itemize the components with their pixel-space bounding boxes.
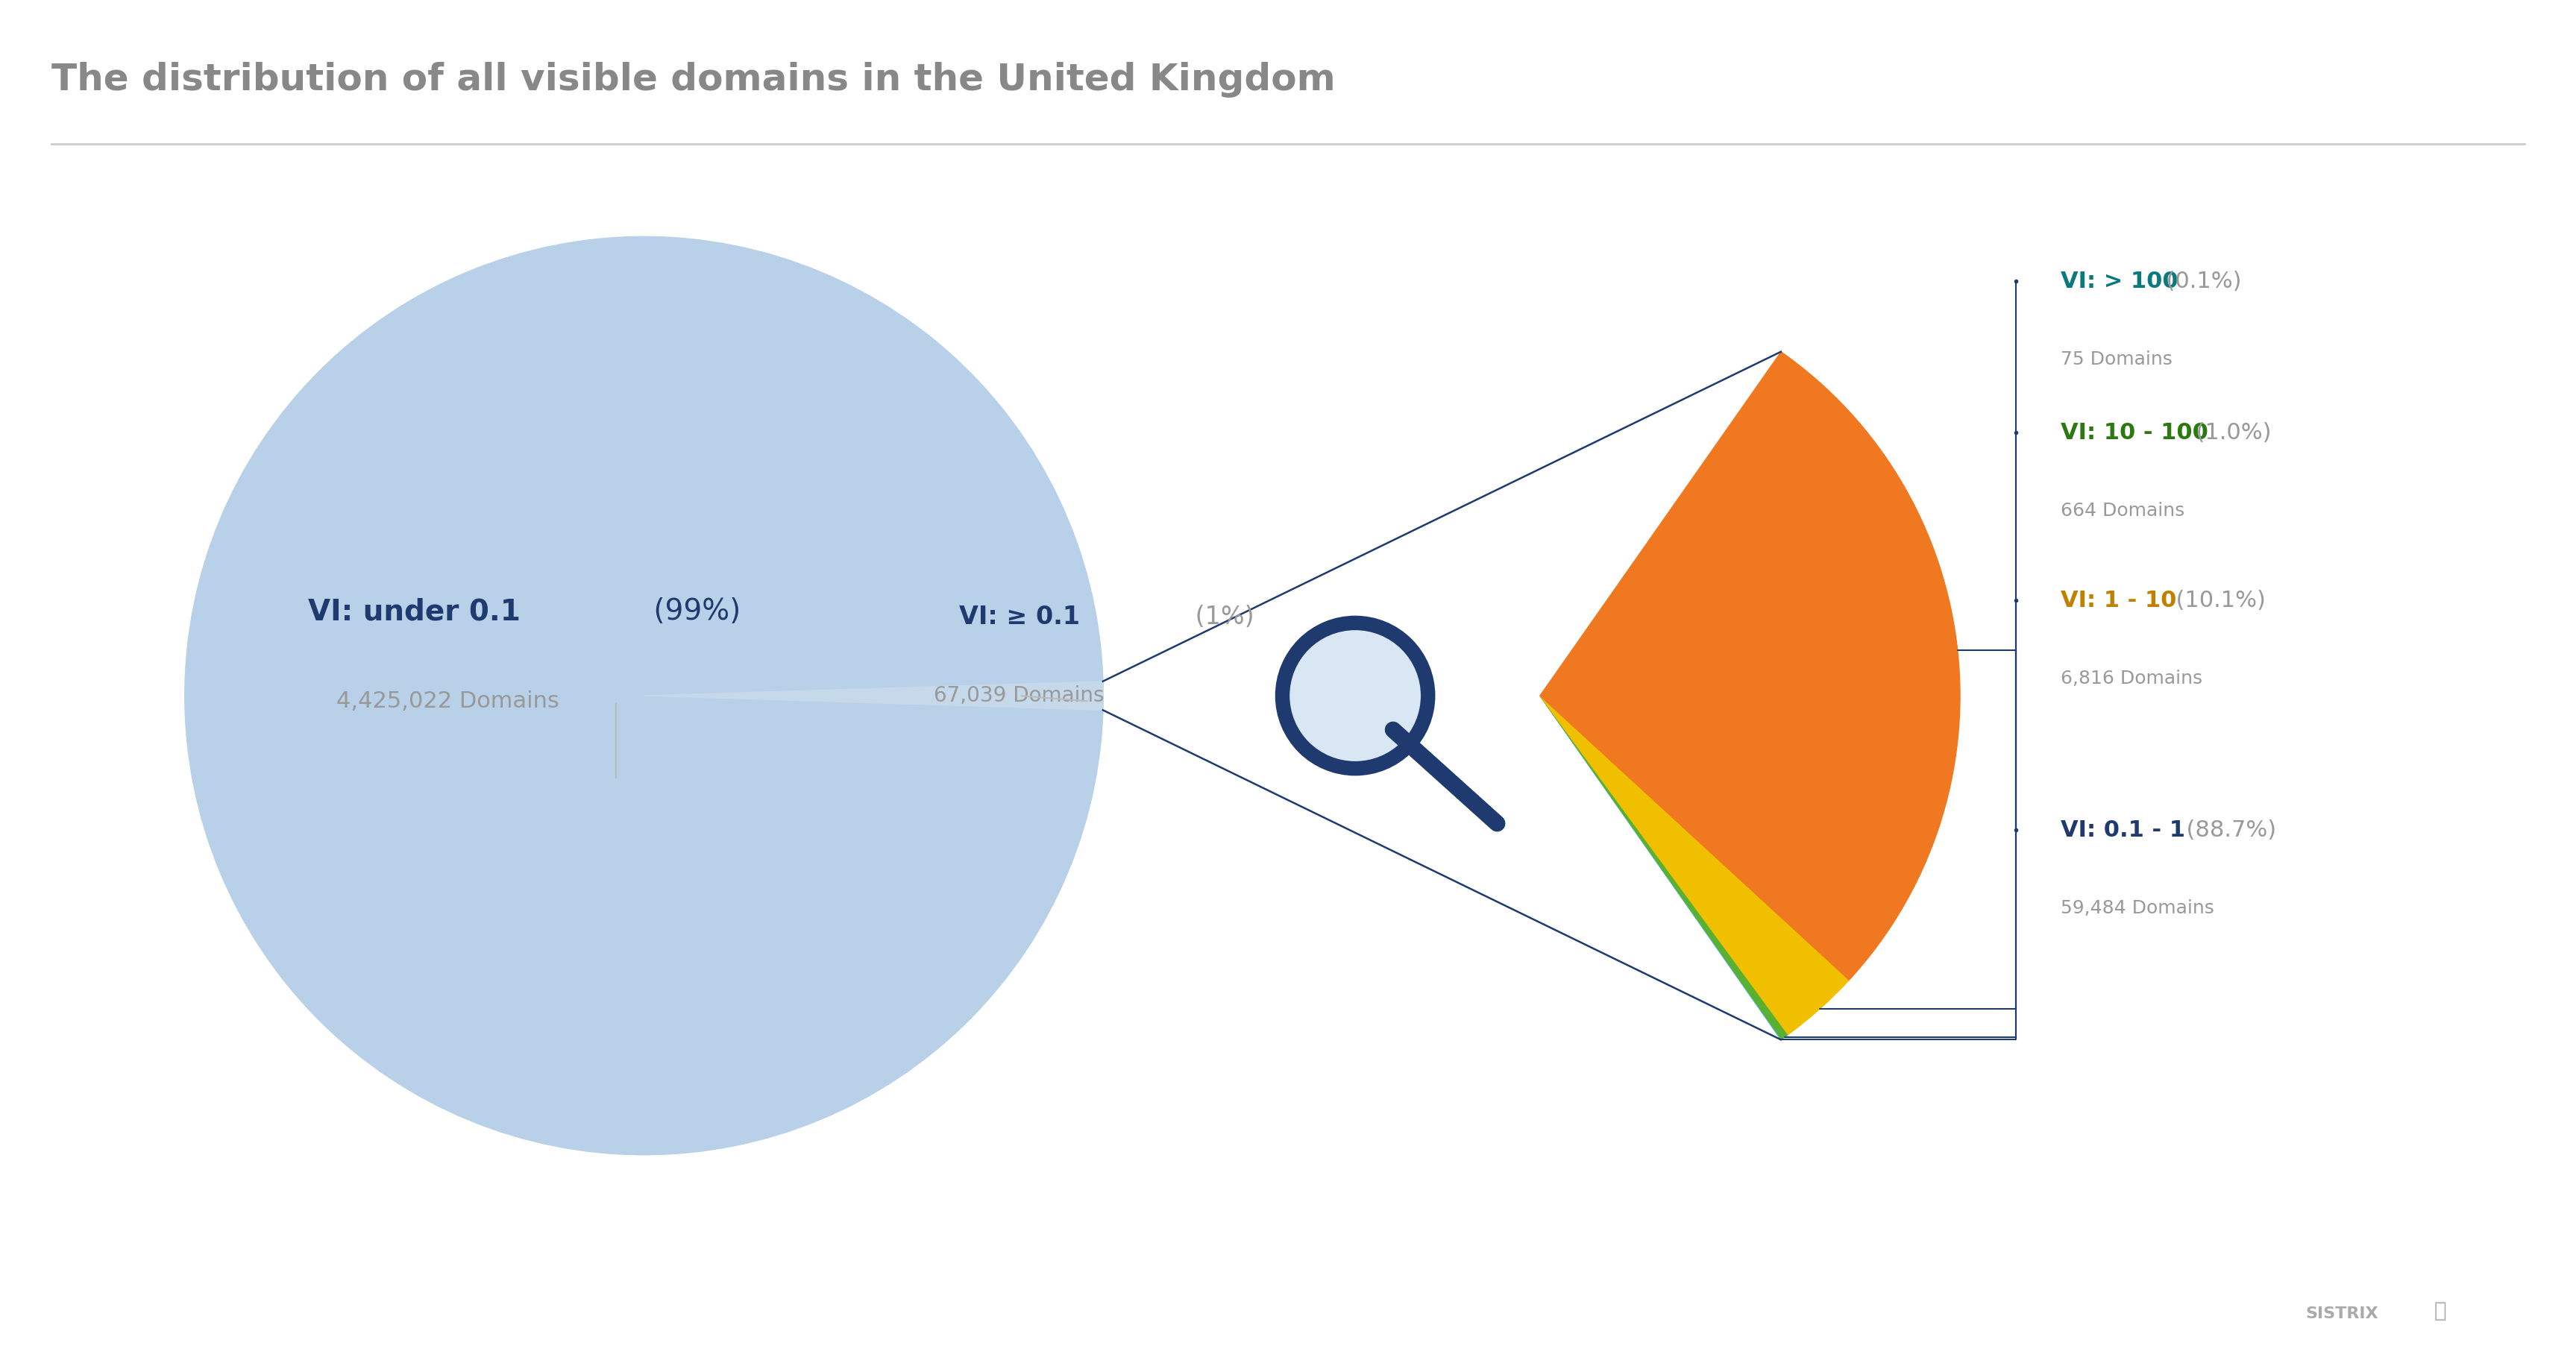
Text: 664 Domains: 664 Domains <box>2061 502 2184 520</box>
Text: 59,484 Domains: 59,484 Domains <box>2061 899 2215 917</box>
Text: SISTRIX: SISTRIX <box>2306 1306 2378 1321</box>
Text: (0.1%): (0.1%) <box>2151 271 2241 292</box>
Wedge shape <box>1540 695 1850 1035</box>
Text: 6,816 Domains: 6,816 Domains <box>2061 669 2202 687</box>
Text: 4,425,022 Domains: 4,425,022 Domains <box>335 690 559 712</box>
Text: (88.7%): (88.7%) <box>2172 819 2277 841</box>
Text: (1.0%): (1.0%) <box>2182 422 2272 444</box>
Text: (1%): (1%) <box>1188 605 1255 630</box>
Text: VI: ≥ 0.1: VI: ≥ 0.1 <box>958 605 1079 630</box>
Wedge shape <box>1540 695 1783 1039</box>
Text: VI: 1 - 10: VI: 1 - 10 <box>2061 590 2177 612</box>
Text: 75 Domains: 75 Domains <box>2061 350 2172 368</box>
Text: (99%): (99%) <box>644 597 739 626</box>
Circle shape <box>185 237 1103 1155</box>
Circle shape <box>1283 623 1427 768</box>
Text: The distribution of all visible domains in the United Kingdom: The distribution of all visible domains … <box>52 62 1334 97</box>
Text: (10.1%): (10.1%) <box>2161 590 2267 612</box>
Text: VI: 0.1 - 1: VI: 0.1 - 1 <box>2061 819 2184 841</box>
Text: VI: under 0.1: VI: under 0.1 <box>309 597 520 626</box>
Wedge shape <box>644 682 1103 711</box>
Text: ⌕: ⌕ <box>2434 1301 2447 1321</box>
Wedge shape <box>1540 695 1788 1039</box>
Text: 67,039 Domains: 67,039 Domains <box>935 686 1105 706</box>
Text: VI: > 100: VI: > 100 <box>2061 271 2179 292</box>
Wedge shape <box>1540 352 1960 980</box>
Text: VI: 10 - 100: VI: 10 - 100 <box>2061 422 2208 444</box>
